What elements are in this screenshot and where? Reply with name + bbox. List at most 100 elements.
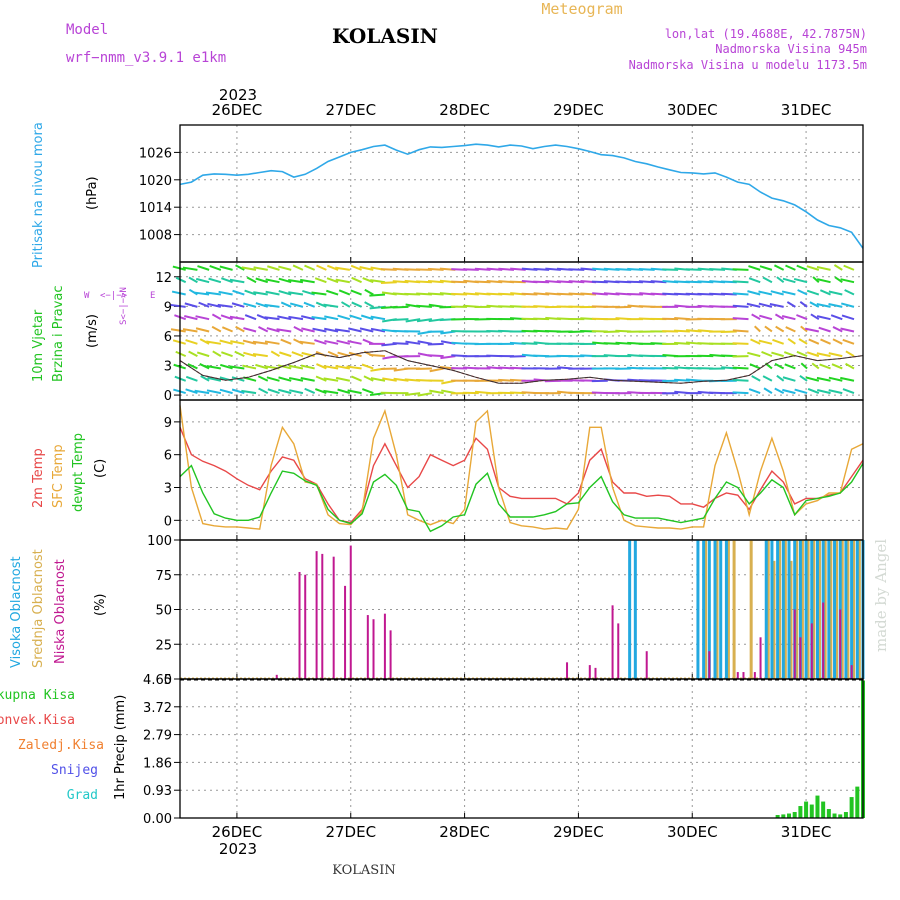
panel-frame bbox=[179, 678, 864, 819]
wind-arrow bbox=[199, 363, 210, 370]
wind-arrow bbox=[800, 325, 808, 333]
wind-arrow bbox=[257, 375, 269, 382]
precip-bar bbox=[815, 795, 820, 818]
wind-arrow bbox=[440, 355, 456, 360]
bottom-day-label: 31DEC bbox=[781, 823, 832, 841]
cloud-low-label: Niska Oblacnost bbox=[53, 559, 68, 664]
wind-arrow bbox=[315, 375, 327, 382]
wind-arrow bbox=[405, 340, 421, 345]
y-tick-label: 75 bbox=[155, 569, 172, 584]
wind-arrow bbox=[246, 276, 257, 284]
wind-arrow bbox=[349, 314, 362, 321]
wind-arrow bbox=[840, 278, 855, 284]
precip-unit: 1hr Precip (mm) bbox=[113, 695, 128, 800]
wind-arrow bbox=[785, 326, 796, 333]
y-tick-label: 3.72 bbox=[143, 701, 172, 716]
wind-arrow bbox=[316, 363, 327, 370]
wind-arrow bbox=[732, 391, 749, 395]
wind-arrow bbox=[796, 350, 808, 358]
wind-arrow bbox=[252, 340, 268, 345]
top-day-label: 30DEC bbox=[667, 101, 718, 119]
wind-arrow bbox=[348, 327, 362, 333]
wind-arrow bbox=[253, 266, 268, 271]
wind-arrow bbox=[810, 313, 820, 321]
precip-bar bbox=[832, 813, 837, 818]
wind-arrow bbox=[316, 264, 327, 271]
low-cloud-bar bbox=[617, 623, 620, 679]
wind-arrow bbox=[751, 375, 761, 382]
wind-arrow bbox=[278, 290, 292, 296]
precip-snow-label: Snijeg bbox=[51, 763, 98, 778]
wind-arrow bbox=[323, 303, 339, 308]
wind-arrow bbox=[311, 316, 327, 321]
model-elevation-text: Nadmorska Visina u modelu 1173.5m bbox=[629, 58, 867, 72]
wind-arrow bbox=[782, 376, 796, 382]
wind-arrow bbox=[771, 351, 784, 358]
wind-arrow bbox=[185, 339, 198, 345]
mid-cloud-bar bbox=[704, 540, 708, 679]
wind-arrow bbox=[292, 264, 304, 271]
wind-arrow bbox=[568, 268, 585, 271]
wind-arrow bbox=[427, 354, 444, 358]
wind-arrow bbox=[264, 303, 280, 308]
high-cloud-bar bbox=[804, 540, 808, 679]
precip-bar bbox=[855, 786, 860, 818]
wind-arrow bbox=[800, 362, 808, 370]
wind-arrow bbox=[806, 351, 820, 358]
high-cloud-bar bbox=[764, 540, 768, 679]
wind-arrow bbox=[326, 289, 339, 296]
wind-arrow bbox=[364, 288, 374, 296]
temp-2m-line bbox=[179, 427, 864, 524]
page-title: KOLASIN bbox=[332, 24, 438, 48]
precip-bar bbox=[792, 812, 797, 818]
precip-bar bbox=[798, 806, 803, 818]
wind-arrow bbox=[392, 342, 409, 345]
wind-arrow bbox=[828, 303, 843, 308]
precip-conv-label: Konvek.Kisa bbox=[0, 713, 75, 728]
wind-arrow bbox=[732, 378, 749, 382]
high-cloud-bar bbox=[633, 540, 637, 679]
mid-cloud-bar bbox=[800, 540, 804, 679]
low-cloud-bar bbox=[742, 672, 745, 679]
pressure-label: Pritisak na nivou mora bbox=[31, 122, 46, 268]
wind-arrow bbox=[747, 351, 761, 358]
mid-cloud-bar bbox=[732, 540, 736, 679]
temperature-panel: 0 3 6 9 bbox=[164, 399, 864, 541]
y-tick-label: 1026 bbox=[139, 146, 172, 161]
wind-arrow bbox=[288, 376, 304, 382]
wind-arrow bbox=[369, 293, 386, 297]
wind-arrow bbox=[845, 362, 855, 370]
wind-arrow bbox=[772, 338, 784, 345]
wind-arrow bbox=[781, 315, 796, 321]
wind-arrow bbox=[335, 278, 351, 284]
wind-arrow bbox=[188, 276, 198, 284]
wind-arrow bbox=[786, 301, 796, 308]
wind-arrow bbox=[748, 388, 761, 395]
wind-arrow bbox=[417, 392, 433, 397]
wind-arrow bbox=[748, 277, 761, 284]
mid-cloud-bar bbox=[806, 540, 810, 679]
mid-cloud-bar bbox=[835, 540, 839, 679]
y-tick-label: 0 bbox=[164, 514, 172, 529]
wind-arrow bbox=[732, 304, 749, 308]
wind-arrow bbox=[807, 388, 820, 395]
wind-arrow bbox=[759, 265, 773, 271]
wind-arrow bbox=[234, 350, 245, 358]
wind-arrow bbox=[323, 389, 339, 395]
wind-arrow bbox=[211, 325, 222, 333]
wind-arrow bbox=[750, 338, 761, 345]
wind-arrow bbox=[235, 325, 245, 333]
mid-cloud-bar bbox=[823, 540, 827, 679]
high-cloud-bar bbox=[628, 540, 632, 679]
wind-arrow bbox=[280, 301, 292, 308]
wind-arrow bbox=[312, 327, 327, 333]
wind-arrow bbox=[404, 392, 421, 396]
wind-arrow bbox=[758, 302, 773, 308]
wind-arrow bbox=[382, 377, 397, 382]
wind-arrow bbox=[498, 292, 515, 296]
high-cloud-bar bbox=[707, 540, 711, 679]
mid-cloud-bar bbox=[857, 540, 861, 679]
y-tick-label: 0 bbox=[164, 673, 172, 688]
wind-arrow bbox=[182, 328, 198, 333]
low-cloud-bar bbox=[736, 672, 739, 679]
